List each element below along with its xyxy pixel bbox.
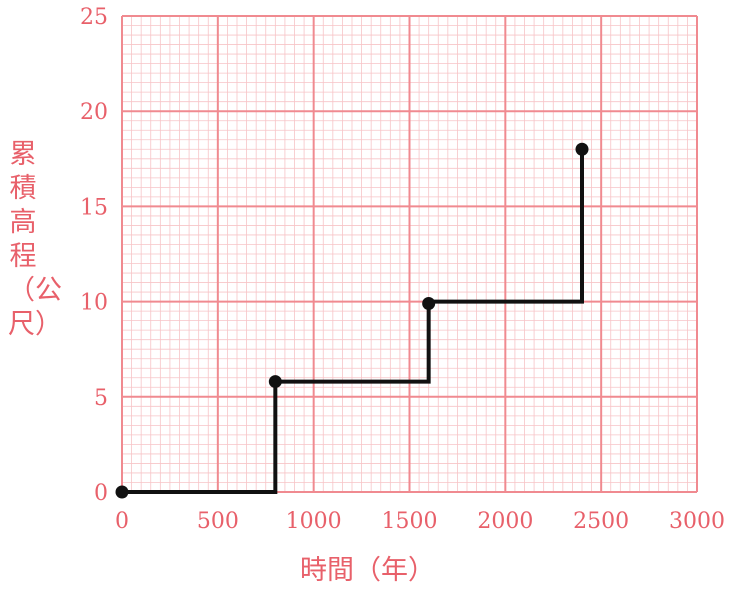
x-tick-label: 1000 (286, 509, 342, 534)
data-series (115, 142, 589, 499)
data-point (268, 375, 282, 389)
x-tick-label: 3000 (669, 509, 725, 534)
x-tick-label: 2500 (573, 509, 629, 534)
x-tick-label: 1500 (382, 509, 438, 534)
y-tick-label: 20 (80, 100, 108, 125)
y-axis-label: 累積高程（公尺） (8, 139, 62, 340)
x-tick-labels: 0 500 1000 1500 2000 2500 3000 (115, 509, 725, 534)
y-tick-label: 0 (94, 481, 108, 506)
data-point (115, 485, 129, 499)
y-tick-label: 10 (80, 291, 108, 316)
x-tick-label: 500 (197, 509, 239, 534)
data-point (575, 142, 589, 156)
y-tick-label: 5 (94, 386, 108, 411)
y-tick-labels: 0 5 10 15 20 25 (80, 5, 108, 506)
y-tick-label: 15 (80, 195, 108, 220)
y-tick-label: 25 (80, 5, 108, 30)
step-line (122, 149, 584, 494)
x-tick-label: 0 (115, 509, 129, 534)
x-axis-label: 時間（年） (300, 555, 435, 586)
data-point (422, 297, 436, 311)
x-tick-label: 2000 (477, 509, 533, 534)
